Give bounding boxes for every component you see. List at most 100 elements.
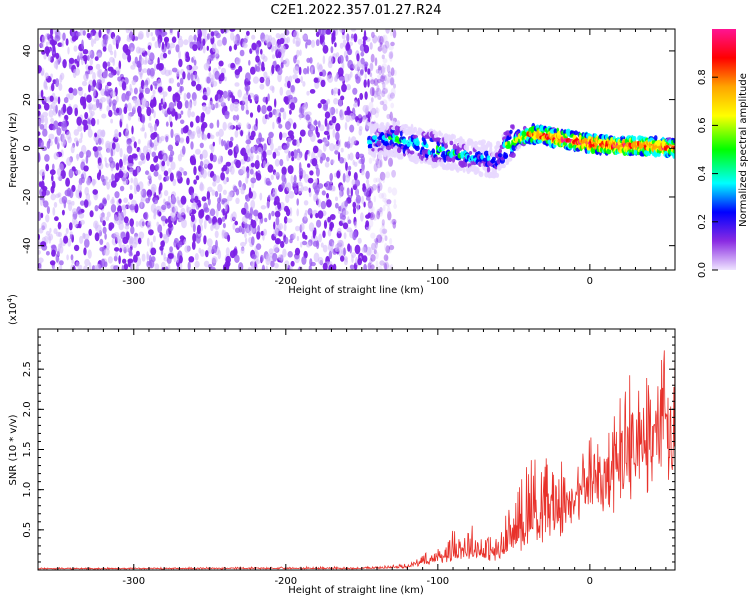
spectrogram-cell	[103, 35, 107, 45]
spectrogram-cell	[41, 146, 47, 152]
spectrogram-cell	[54, 35, 61, 42]
spectrogram-cell	[345, 174, 351, 183]
spectrogram-cell	[124, 224, 130, 230]
spectrogram-cell	[218, 60, 224, 67]
spectrogram-cell	[216, 201, 221, 212]
spectrogram-cell	[309, 170, 314, 176]
spectrogram-cell	[271, 64, 275, 75]
spectrogram-cell	[87, 55, 90, 61]
spectrogram-cell	[119, 147, 123, 158]
spectrogram-cell	[217, 94, 221, 100]
spectrogram-cell	[96, 224, 102, 233]
spectrogram-cell	[277, 51, 282, 59]
spectrogram-cell	[209, 152, 214, 162]
spectrogram-cell	[296, 208, 300, 217]
spectrogram-cell	[262, 150, 267, 159]
spectrogram-cell	[202, 104, 207, 112]
spectrogram-cell	[77, 125, 83, 132]
spectrogram-cell	[308, 265, 312, 270]
spectrogram-cell	[83, 265, 88, 270]
spectrogram-cell	[377, 78, 382, 84]
spectrogram-cell	[352, 159, 355, 166]
spectrogram-cell	[268, 131, 274, 139]
y-tick-label: 0.5	[22, 522, 33, 538]
spectrogram-cell	[110, 148, 114, 157]
spectrogram-cell	[118, 60, 122, 70]
spectrogram-cell	[172, 178, 177, 187]
spectrogram-cell	[40, 180, 45, 190]
spectrogram-cell	[132, 242, 137, 249]
spectrogram-cell	[327, 229, 332, 237]
spectrogram-cell	[49, 169, 56, 176]
spectrogram-cell	[203, 62, 210, 71]
spectrogram-cell	[40, 241, 47, 248]
spectrogram-cell	[115, 35, 121, 45]
spectrogram-cell	[274, 210, 281, 218]
spectrogram-cell	[101, 113, 107, 119]
spectrogram-cell	[263, 143, 267, 152]
spectrogram-cell	[363, 79, 367, 88]
y-tick-label: 1.5	[22, 442, 33, 458]
spectrogram-cell	[100, 258, 106, 268]
spectrogram-cell	[386, 64, 391, 73]
spectrogram-cell	[317, 256, 324, 265]
spectrogram-cell	[128, 251, 133, 257]
spectrogram-cell	[334, 244, 340, 252]
spectrogram-cell	[173, 205, 178, 215]
spectrogram-cell	[140, 190, 144, 196]
spectrogram-cell	[250, 177, 257, 184]
spectrogram-cell	[387, 206, 391, 215]
spectrogram-cell	[273, 221, 276, 230]
spectrogram-cell	[371, 242, 376, 251]
spectrogram-cell	[322, 55, 326, 65]
spectrogram-cell	[443, 156, 447, 163]
spectrogram-cell	[237, 122, 242, 128]
spectrogram-cell	[121, 166, 125, 171]
spectrogram-cell	[295, 138, 301, 147]
spectrogram-cell	[133, 87, 138, 95]
spectrogram-cell	[148, 115, 152, 122]
spectrogram-cell	[218, 155, 223, 165]
spectrogram-cell	[322, 262, 328, 270]
spectrogram-cell	[340, 95, 345, 101]
spectrogram-cell	[218, 128, 224, 137]
spectrogram-cell	[383, 75, 387, 82]
spectrogram-cell	[180, 207, 186, 216]
spectrogram-cell	[202, 94, 208, 101]
spectrogram-cell	[319, 156, 323, 164]
spectrogram-cell	[306, 90, 310, 96]
spectrogram-cell	[253, 94, 259, 102]
spectrogram-cell	[87, 118, 91, 125]
spectrogram-cell	[312, 182, 318, 190]
spectrogram-cell	[245, 86, 249, 96]
spectrogram-cell	[278, 112, 282, 118]
spectrogram-cell	[211, 189, 216, 196]
spectrogram-cell	[154, 41, 159, 49]
x-tick-label: -300	[122, 276, 145, 287]
spectrogram-cell	[313, 120, 318, 126]
spectrogram-cell	[145, 101, 150, 108]
spectrogram-cell	[41, 35, 46, 44]
spectrogram-cell	[138, 30, 144, 40]
spectrogram-cell	[370, 53, 375, 63]
spectrogram-cell	[235, 159, 242, 169]
spectrogram-cell	[289, 109, 292, 115]
spectrogram-cell	[147, 45, 152, 51]
spectrogram-cell	[332, 128, 336, 138]
spectrogram-cell	[260, 205, 267, 210]
spectrogram-cell	[56, 248, 61, 256]
spectrogram-cell	[373, 195, 376, 203]
spectrogram-cell	[360, 63, 365, 69]
spectrogram-cell	[163, 234, 169, 244]
spectrogram-cell	[361, 195, 364, 205]
spectrogram-cell	[177, 200, 181, 206]
spectrogram-cell	[150, 247, 157, 256]
spectrogram-cell	[166, 159, 170, 167]
spectrogram-cell	[83, 165, 89, 172]
spectrogram-cell	[256, 243, 262, 251]
spectrogram-cell	[337, 67, 344, 77]
spectrogram-cell	[286, 182, 292, 192]
spectrogram-cell	[158, 185, 161, 195]
spectrogram-cell	[251, 42, 257, 51]
spectrogram-cell	[38, 104, 42, 110]
